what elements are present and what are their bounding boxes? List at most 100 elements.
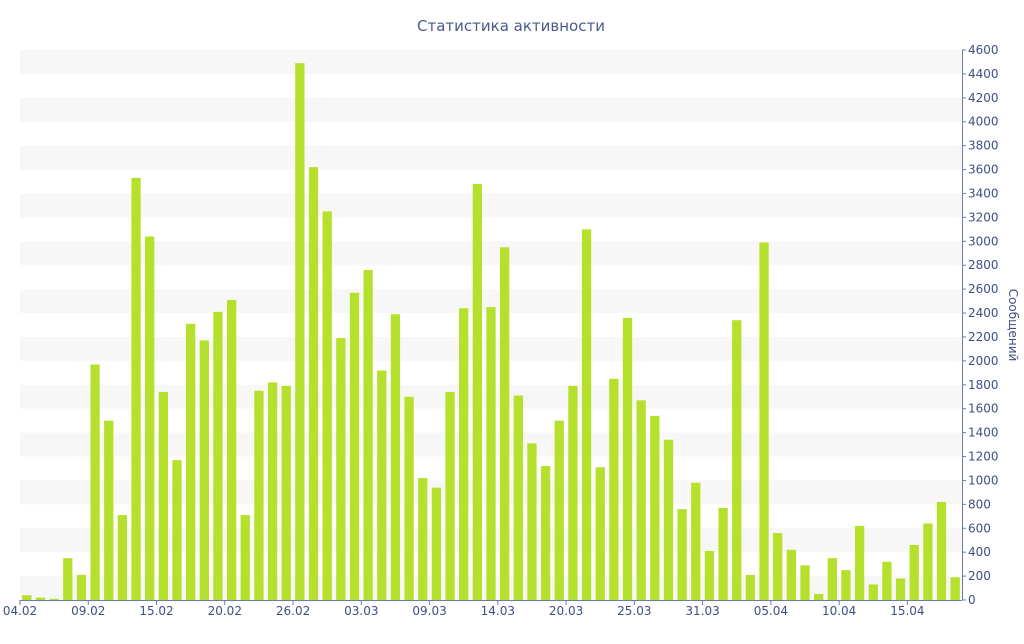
x-tick-label: 26.02	[276, 604, 310, 618]
x-tick-label: 20.02	[208, 604, 242, 618]
bar	[158, 391, 168, 600]
bar	[500, 247, 510, 600]
bar	[773, 533, 783, 600]
y-tick-label: 1200	[968, 450, 999, 464]
y-tick-label: 0	[968, 593, 976, 607]
bar	[459, 308, 469, 600]
bar	[131, 177, 141, 600]
y-tick-label: 1800	[968, 378, 999, 392]
bar	[581, 229, 592, 600]
x-tick-label: 14.03	[481, 604, 515, 618]
y-tick-label: 2600	[968, 282, 999, 296]
bar	[336, 338, 346, 600]
bar	[226, 299, 237, 600]
y-tick-label: 2400	[968, 306, 999, 320]
bar	[745, 574, 756, 600]
bar	[90, 364, 100, 600]
y-tick-label: 200	[968, 569, 991, 583]
y-tick-label: 3000	[968, 234, 999, 248]
bar	[486, 307, 496, 600]
bar	[800, 565, 810, 600]
bar	[295, 63, 305, 600]
y-tick-label: 1400	[968, 426, 999, 440]
bar-series	[22, 63, 960, 601]
bar	[22, 595, 32, 600]
bar	[172, 460, 182, 600]
y-tick-label: 3800	[968, 139, 999, 153]
bar	[759, 242, 769, 600]
bar	[704, 550, 715, 600]
bar	[404, 396, 414, 600]
y-axis: 0 200 400 600 800 1000 1200 1400 1600 1800 2000 220…	[962, 43, 999, 607]
bar	[145, 236, 155, 600]
bar	[622, 317, 633, 600]
bar	[854, 525, 865, 600]
bar	[882, 561, 892, 600]
bar	[527, 443, 537, 600]
y-tick-label: 4600	[968, 43, 999, 57]
bar	[254, 390, 264, 600]
grid-band	[20, 193, 962, 218]
bar	[814, 594, 824, 600]
bar	[267, 382, 278, 600]
bar	[513, 395, 523, 600]
x-tick-label: 09.02	[71, 604, 105, 618]
x-axis: 04.02 09.02 15.02 20.02 26.02 03.03 09.03 14.03…	[3, 600, 962, 618]
bar	[732, 320, 742, 600]
bar	[390, 314, 401, 600]
bar	[213, 311, 223, 600]
bar	[63, 558, 73, 600]
grid-band	[20, 289, 962, 314]
bar	[349, 292, 360, 600]
bar	[308, 167, 319, 601]
bar	[909, 545, 919, 600]
bar	[895, 578, 906, 600]
x-tick-label: 20.03	[549, 604, 583, 618]
bar	[636, 400, 646, 600]
grid-band	[20, 241, 962, 266]
bar	[76, 574, 87, 600]
grid-band	[20, 145, 962, 170]
y-tick-label: 1000	[968, 473, 999, 487]
chart-title: Статистика активности	[417, 17, 605, 35]
bar	[377, 370, 387, 600]
x-tick-label: 25.03	[617, 604, 651, 618]
bar	[609, 378, 619, 600]
bar	[595, 467, 605, 600]
y-tick-label: 3200	[968, 210, 999, 224]
y-tick-label: 2000	[968, 354, 999, 368]
y-tick-label: 2800	[968, 258, 999, 272]
y-axis-label: Сообщений	[1006, 289, 1020, 362]
bar	[281, 385, 291, 600]
y-tick-label: 2200	[968, 330, 999, 344]
bar	[186, 323, 196, 600]
y-tick-label: 1600	[968, 402, 999, 416]
bar	[445, 391, 455, 600]
y-tick-label: 3600	[968, 163, 999, 177]
grid-band	[20, 97, 962, 122]
bar	[540, 466, 551, 600]
bar	[199, 340, 209, 600]
bar	[104, 420, 114, 600]
bar	[431, 487, 442, 600]
bar	[923, 523, 933, 600]
y-tick-label: 4200	[968, 91, 999, 105]
bar	[418, 478, 428, 600]
bar	[35, 597, 46, 600]
bar	[841, 570, 851, 600]
bar	[786, 549, 796, 600]
bar	[49, 598, 59, 600]
x-tick-label: 15.02	[139, 604, 173, 618]
y-tick-label: 4400	[968, 67, 999, 81]
bar	[677, 509, 687, 600]
bar	[363, 270, 373, 600]
bar	[322, 211, 332, 600]
bar	[691, 482, 701, 600]
bar	[240, 515, 250, 600]
bar	[117, 515, 128, 600]
grid-band	[20, 50, 962, 74]
x-tick-label: 04.02	[3, 604, 37, 618]
x-tick-label: 03.03	[344, 604, 378, 618]
